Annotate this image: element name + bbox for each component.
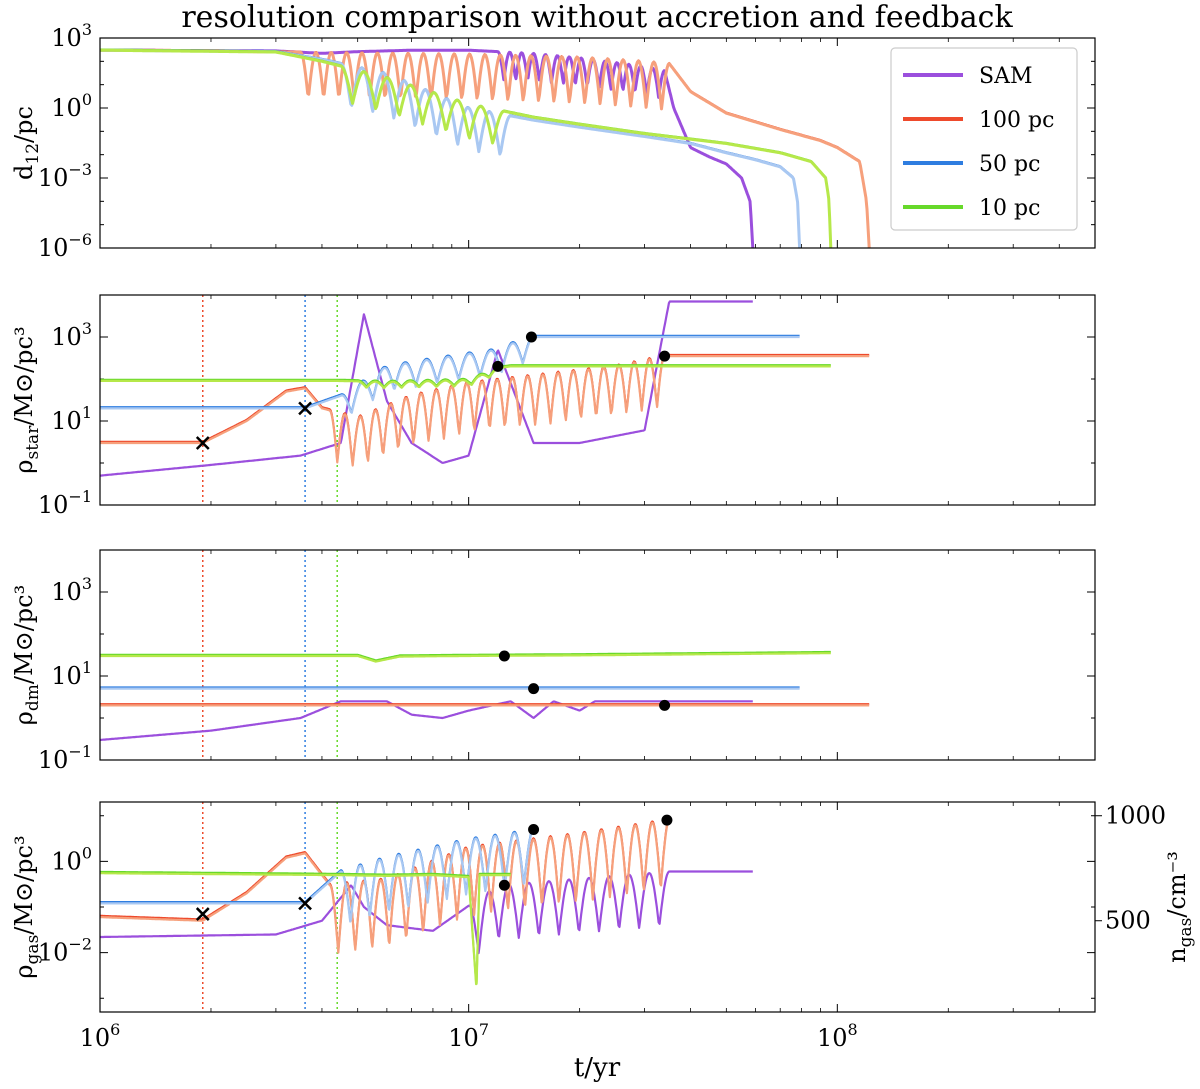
series-group (100, 300, 870, 477)
panel-frame (99, 549, 1096, 761)
panel-frame (99, 801, 1096, 1013)
series-100pc-line (100, 353, 870, 466)
series-50pc-line (100, 334, 800, 413)
series-10pc-line (100, 48, 833, 248)
series-10pc-line (100, 872, 512, 986)
series-SAM-line (100, 48, 755, 248)
marker-dot (525, 331, 537, 343)
series-10pc-line (100, 652, 831, 663)
x-tick-label: 107 (448, 1020, 489, 1052)
y-tick-label: 103 (51, 574, 92, 606)
y-tick-label: 10−6 (38, 230, 92, 262)
legend-label: 100 pc (979, 108, 1054, 133)
right-tick-label: 500 (1105, 907, 1151, 935)
legend-label: SAM (979, 64, 1033, 89)
series-100pc-line (100, 355, 870, 467)
series-SAM-line (100, 700, 753, 742)
series-group (100, 48, 871, 248)
y-axis-label: d12/pc (10, 106, 43, 180)
marker-dot (528, 823, 540, 835)
series-group (100, 818, 753, 986)
series-group (100, 650, 870, 742)
legend-label: 10 pc (979, 196, 1040, 221)
chart-title: resolution comparison without accretion … (181, 0, 1013, 35)
marker-dot (492, 360, 504, 372)
marker-dot (498, 879, 510, 891)
y-tick-label: 103 (51, 20, 92, 52)
series-SAM-line (100, 300, 753, 477)
right-tick-label: 1000 (1105, 802, 1166, 830)
marker-x (195, 436, 210, 450)
panel-frame (99, 37, 1096, 249)
marker-dot (659, 350, 671, 362)
legend-box (890, 47, 1078, 231)
series-50pc-line (100, 828, 535, 923)
y-tick-label: 101 (51, 658, 92, 690)
y-tick-label: 10−1 (38, 742, 92, 774)
series-10pc-line (100, 870, 512, 984)
y-tick-label: 10−2 (38, 935, 92, 967)
x-axis-label: t/yr (574, 1053, 621, 1083)
y-tick-label: 10−1 (38, 487, 92, 519)
panel-d12: 103 100 10−3 10−6 d12/pc (10, 20, 1096, 262)
series-10pc-line (100, 650, 831, 662)
marker-dot (661, 814, 673, 826)
y-tick-label: 100 (51, 90, 92, 122)
y-tick-label: 10−3 (38, 160, 92, 192)
series-10pc-line (100, 365, 831, 390)
marker-x (298, 896, 312, 911)
series-100pc-line (100, 819, 671, 954)
series-100pc-line (100, 818, 670, 953)
series-SAM-line (100, 870, 753, 955)
series-10pc-line (100, 364, 831, 388)
y-tick-label: 100 (51, 843, 92, 875)
right-axis-label: ngas/cm⁻³ (1163, 851, 1196, 963)
legend-label: 50 pc (979, 152, 1040, 177)
panel-frame (99, 294, 1096, 506)
marker-dot (528, 683, 540, 695)
y-tick-label: 101 (51, 403, 92, 435)
marker-dot (659, 699, 671, 711)
y-axis-label: ρstar/M⊙/pc³ (10, 326, 43, 473)
legend: SAM 100 pc 50 pc 10 pc (890, 47, 1078, 231)
y-axis-label: ρdm/M⊙/pc³ (10, 585, 43, 725)
panel-rho_star: 103 101 10−1 ρstar/M⊙/pc³ (10, 294, 1096, 519)
marker-x (195, 907, 210, 921)
marker-x (298, 401, 312, 416)
series-50pc-line (100, 335, 800, 414)
marker-dot (498, 650, 510, 662)
panel-rho_dm: 103 101 10−1 ρdm/M⊙/pc³ (10, 549, 1096, 774)
y-axis-label: ρgas/M⊙/pc³ (10, 835, 43, 978)
x-tick-label: 108 (817, 1020, 858, 1052)
y-tick-label: 103 (51, 319, 92, 351)
x-tick-label: 106 (80, 1020, 121, 1052)
